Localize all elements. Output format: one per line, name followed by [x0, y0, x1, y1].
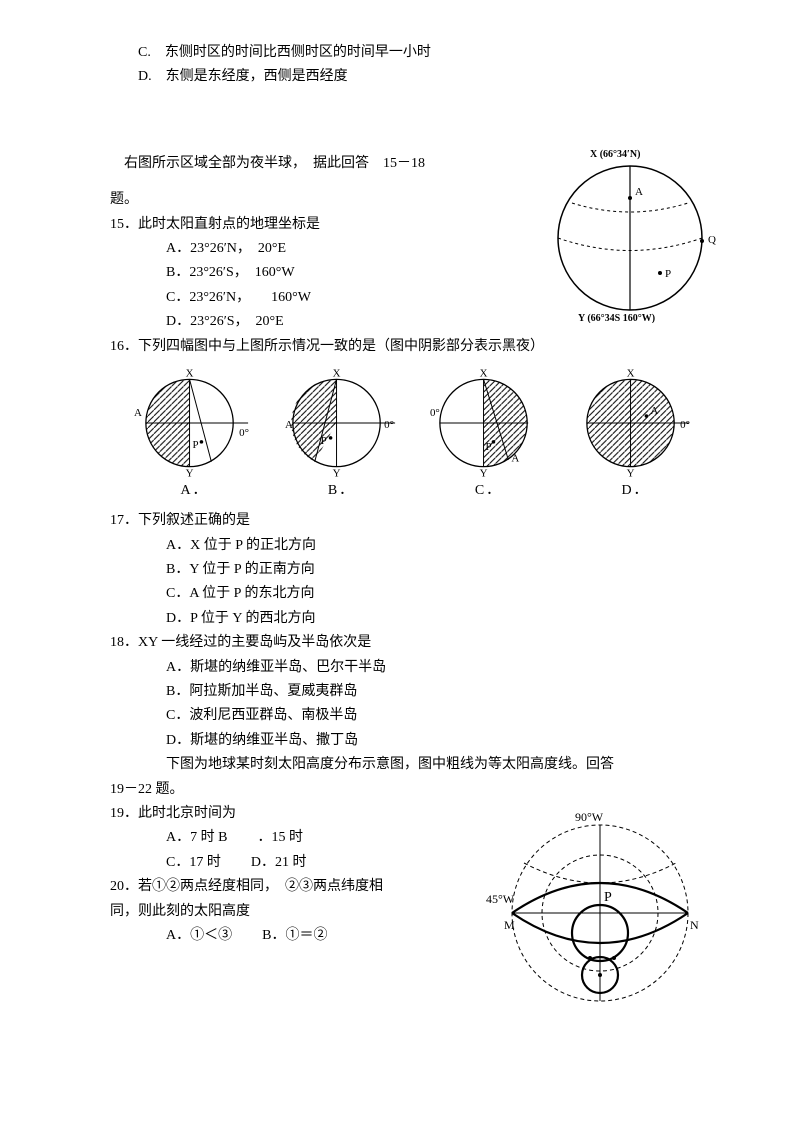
intro-19-22b: 19－22 题。 [110, 779, 700, 801]
svg-text:Y: Y [186, 467, 194, 477]
svg-text:P: P [665, 268, 671, 280]
opt-c: C. 东侧时区的时间比西侧时区的时间早一小时 [110, 42, 700, 64]
q18-stem: 18．XY 一线经过的主要岛屿及半岛依次是 [110, 632, 700, 654]
q17-b: B．Y 位于 P 的正南方向 [110, 559, 700, 581]
q16-stem: 16．下列四幅图中与上图所示情况一致的是（图中阴影部分表示黑夜） [110, 336, 700, 358]
svg-text:X: X [186, 368, 194, 379]
svg-text:0°: 0° [680, 419, 690, 431]
svg-text:A: A [134, 407, 142, 419]
q15-stem: 15．此时太阳直射点的地理坐标是 [110, 214, 700, 236]
svg-text:P: P [193, 439, 199, 451]
q18-d: D．斯堪的纳维亚半岛、撒丁岛 [110, 730, 700, 752]
q18-a: A．斯堪的纳维亚半岛、巴尔干半岛 [110, 657, 700, 679]
svg-text:P: P [486, 441, 492, 453]
svg-text:0°: 0° [430, 407, 440, 419]
intro-19-22: 下图为地球某时刻太阳高度分布示意图，图中粗线为等太阳高度线。回答 [110, 754, 700, 776]
opt-d: D. 东侧是东经度，西侧是西经度 [110, 66, 700, 88]
q17-d: D．P 位于 Y 的西北方向 [110, 608, 700, 630]
svg-text:M: M [504, 918, 515, 932]
q16-figures: X Y A P 0° X Y A P 0° [130, 368, 700, 478]
q17-a: A．X 位于 P 的正北方向 [110, 535, 700, 557]
svg-text:N: N [690, 918, 699, 932]
svg-text:X: X [333, 368, 341, 379]
svg-text:A: A [635, 186, 643, 198]
svg-text:P: P [604, 890, 612, 905]
svg-text:X: X [480, 368, 488, 379]
svg-text:0°: 0° [239, 427, 249, 439]
svg-text:A: A [285, 419, 293, 431]
svg-text:X: X [627, 368, 635, 379]
q18-b: B．阿拉斯加半岛、夏威夷群岛 [110, 681, 700, 703]
figure-sun-altitude: 90°W 45°W P M N [480, 803, 710, 1013]
svg-text:Y: Y [627, 467, 635, 477]
svg-text:Q: Q [708, 234, 716, 246]
svg-text:Y (66°34S 160°W): Y (66°34S 160°W) [578, 313, 655, 323]
svg-text:A: A [650, 405, 658, 417]
q17-stem: 17．下列叙述正确的是 [110, 510, 700, 532]
svg-text:A: A [511, 453, 519, 465]
svg-text:90°W: 90°W [575, 810, 604, 824]
svg-text:Y: Y [480, 467, 488, 477]
svg-text:0°: 0° [384, 419, 394, 431]
svg-text:Y: Y [333, 467, 341, 477]
q18-c: C．波利尼西亚群岛、南极半岛 [110, 705, 700, 727]
q17-c: C．A 位于 P 的东北方向 [110, 583, 700, 605]
svg-text:X (66°34′N): X (66°34′N) [590, 149, 640, 160]
svg-text:45°W: 45°W [486, 892, 515, 906]
svg-text:P: P [321, 435, 327, 447]
q16-labels: A． B． C． D． [130, 480, 700, 502]
